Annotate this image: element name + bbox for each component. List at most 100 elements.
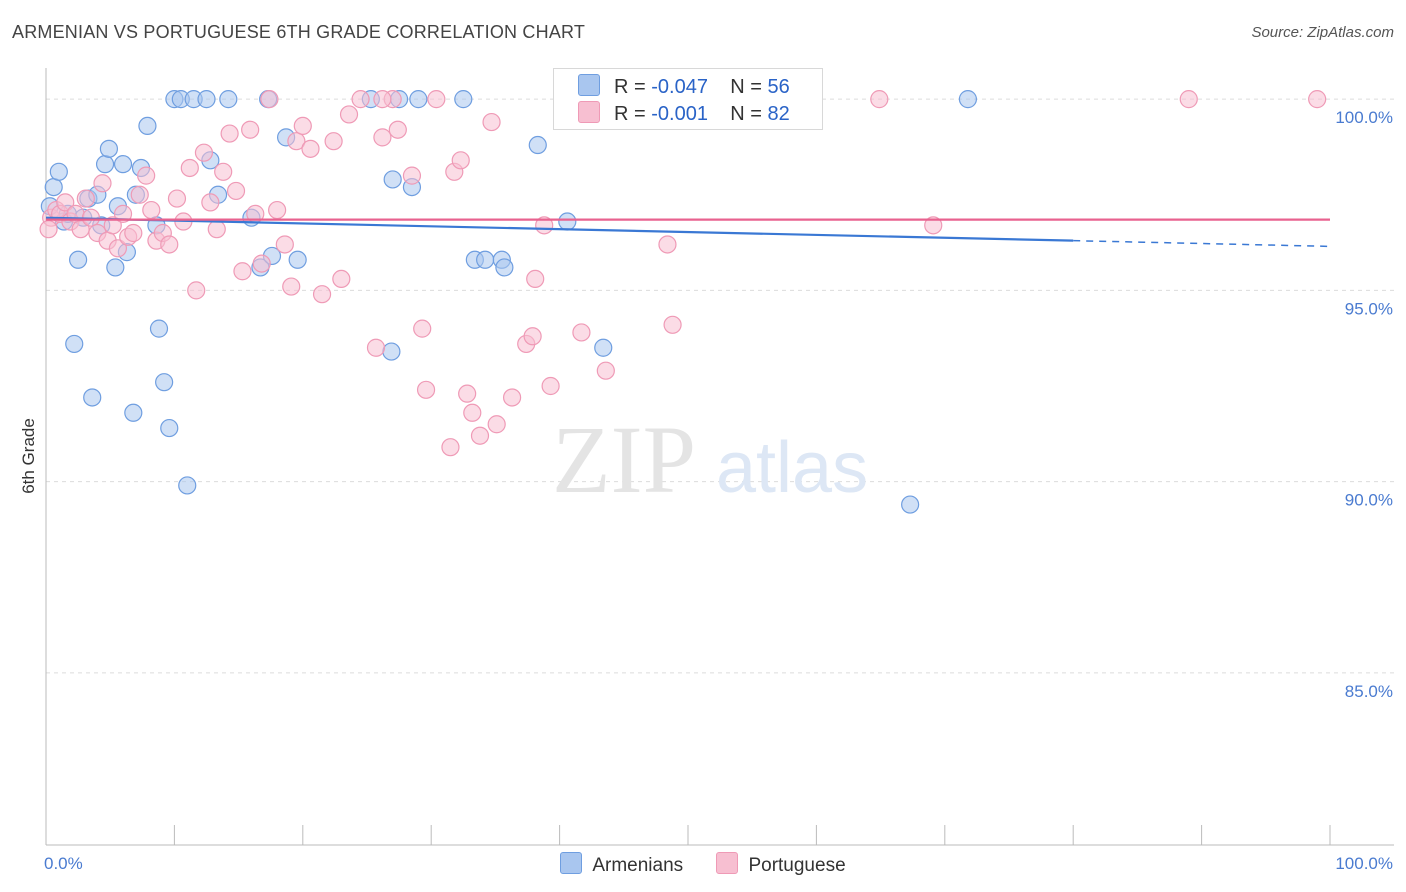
portuguese-point (541, 376, 560, 396)
trend-layer (45, 216, 1331, 248)
armenians-point (138, 116, 157, 136)
portuguese-point (373, 128, 392, 147)
portuguese-point (130, 185, 149, 204)
portuguese-point (351, 90, 370, 109)
portuguese-r-value: -0.001 (651, 103, 708, 125)
portuguese-point (487, 415, 506, 434)
armenians-point (383, 170, 402, 189)
portuguese-point (226, 181, 246, 201)
portuguese-point (470, 426, 490, 445)
y-tick-label: 85.0% (1345, 682, 1393, 701)
y-tick-label: 100.0% (1335, 108, 1393, 127)
armenians-point (99, 139, 119, 158)
y-tick-label: 90.0% (1345, 491, 1393, 510)
portuguese-legend-swatch (716, 852, 739, 874)
legend-row-portuguese: R = -0.001 N = 82 (578, 101, 790, 127)
x-tick-label: 100.0% (1335, 854, 1393, 873)
portuguese-point (523, 327, 542, 346)
armenians-point (454, 90, 473, 109)
armenians-point (594, 338, 613, 357)
x-tick-label: 0.0% (44, 854, 83, 873)
portuguese-n-value: 82 (767, 103, 790, 125)
armenians-legend-label: Armenians (592, 855, 684, 876)
armenians-point (95, 155, 115, 174)
armenians-n-label: N = (730, 76, 762, 98)
armenians-point (197, 90, 216, 109)
armenians-point (528, 135, 547, 155)
armenians-r-value: -0.047 (651, 76, 708, 98)
series-legend: Armenians Portuguese (0, 852, 1406, 877)
armenians-point (219, 90, 238, 109)
armenians-point (409, 90, 428, 109)
portuguese-point (526, 269, 545, 288)
portuguese-point (373, 90, 392, 109)
portuguese-point (324, 132, 343, 151)
armenians-n-value: 56 (767, 76, 790, 98)
portuguese-point (388, 120, 407, 139)
armenians-point (49, 162, 68, 181)
portuguese-point (1179, 90, 1198, 109)
armenians-point (65, 334, 84, 354)
portuguese-point (93, 174, 112, 193)
y-axis-label: 6th Grade (19, 418, 38, 494)
portuguese-point (366, 338, 386, 357)
watermark-atlas: atlas (716, 428, 868, 508)
armenians-point (558, 212, 577, 231)
armenians-point (476, 250, 495, 269)
axes-layer (45, 68, 1394, 846)
stats-legend: R = -0.047 N = 56 R = -0.001 N = 82 (553, 68, 823, 130)
portuguese-point (187, 281, 206, 300)
grid-layer (46, 98, 1394, 674)
portuguese-point (339, 105, 359, 124)
portuguese-point (137, 166, 156, 185)
armenians-swatch (578, 74, 600, 96)
portuguese-point (207, 220, 226, 239)
source-credit: Source: ZipAtlas.com (1251, 24, 1394, 41)
portuguese-n-label: N = (730, 103, 762, 125)
portuguese-point (260, 90, 279, 109)
portuguese-point (301, 139, 320, 158)
portuguese-point (268, 200, 287, 220)
chart-title: ARMENIAN VS PORTUGUESE 6TH GRADE CORRELA… (12, 22, 586, 42)
armenians-point (155, 373, 174, 392)
portuguese-point (103, 216, 122, 235)
portuguese-legend-label: Portuguese (748, 855, 846, 876)
armenians-r-label: R = (614, 76, 646, 98)
portuguese-point (76, 189, 95, 208)
portuguese-point (108, 239, 128, 258)
portuguese-point (160, 235, 179, 254)
portuguese-point (220, 124, 239, 143)
portuguese-point (663, 315, 682, 334)
armenians-legend-swatch (560, 852, 583, 874)
watermark: ZIP atlas (552, 406, 868, 513)
legend-item-portuguese[interactable]: Portuguese (716, 852, 846, 877)
armenians-point (44, 178, 63, 197)
portuguese-point (39, 220, 58, 239)
armenians-point (160, 418, 179, 438)
points-layer (39, 90, 1327, 514)
armenians-point (83, 388, 102, 407)
y-tick-label: 95.0% (1345, 299, 1393, 318)
portuguese-point (293, 116, 312, 136)
armenians-point (106, 258, 125, 277)
portuguese-swatch (578, 101, 600, 123)
legend-item-armenians[interactable]: Armenians (560, 852, 683, 877)
portuguese-point (402, 166, 422, 185)
portuguese-point (413, 319, 432, 338)
watermark-zip: ZIP (552, 406, 696, 513)
legend-row-armenians: R = -0.047 N = 56 (578, 74, 790, 100)
portuguese-point (427, 90, 446, 109)
portuguese-point (870, 90, 889, 109)
portuguese-point (416, 380, 436, 399)
portuguese-point (332, 269, 351, 288)
portuguese-point (113, 204, 133, 223)
portuguese-point (201, 193, 220, 212)
armenians-point (495, 258, 514, 277)
armenians-point (958, 90, 978, 109)
portuguese-point (1308, 90, 1327, 109)
armenians-trend-extension (1073, 239, 1331, 248)
portuguese-point (441, 438, 460, 457)
portuguese-point (56, 193, 75, 212)
portuguese-point (142, 200, 161, 220)
